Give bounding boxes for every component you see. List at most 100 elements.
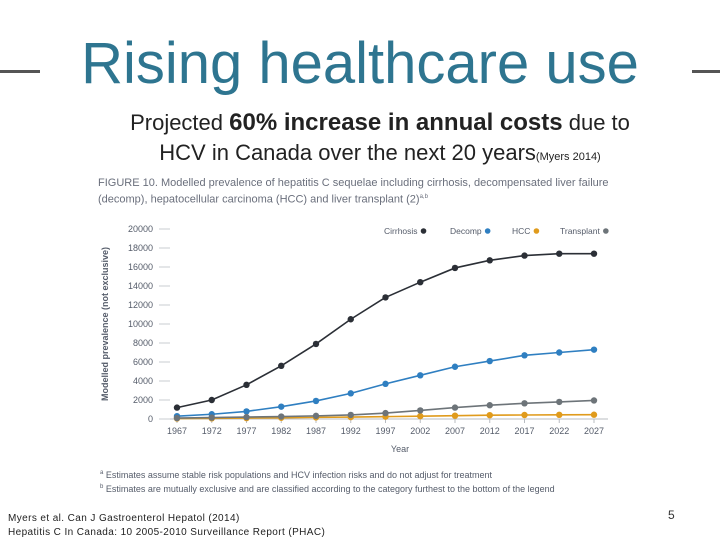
data-point-cirrhosis xyxy=(347,316,354,323)
subtitle-line2: HCV in Canada over the next 20 years xyxy=(159,140,536,165)
y-tick-label: 6000 xyxy=(133,357,153,367)
x-tick-label: 1987 xyxy=(306,426,326,436)
data-point-decomp xyxy=(556,349,563,356)
data-point-cirrhosis xyxy=(382,294,389,301)
reference-2: Hepatitis C In Canada: 10 2005-2010 Surv… xyxy=(8,527,326,538)
data-point-cirrhosis xyxy=(312,340,320,348)
x-tick-label: 2017 xyxy=(514,426,534,436)
data-point-decomp xyxy=(312,397,320,405)
legend-label-hcc: HCC xyxy=(512,226,530,236)
x-tick-label: 1982 xyxy=(271,426,291,436)
data-point-decomp xyxy=(347,390,354,397)
data-point-transplant xyxy=(278,413,285,420)
data-point-transplant xyxy=(243,413,250,421)
y-tick-label: 4000 xyxy=(133,376,153,386)
data-point-cirrhosis xyxy=(278,362,285,369)
data-point-cirrhosis xyxy=(417,279,424,286)
slide-title: Rising healthcare use xyxy=(81,31,639,96)
data-point-decomp xyxy=(278,403,285,410)
y-tick-label: 12000 xyxy=(128,300,153,310)
data-point-decomp xyxy=(382,380,389,388)
data-point-hcc xyxy=(486,412,493,419)
footnote-a-mark: a xyxy=(100,470,104,476)
data-point-cirrhosis xyxy=(521,252,528,259)
title-row: Rising healthcare use xyxy=(0,30,720,100)
footnote-b: b Estimates are mutually exclusive and a… xyxy=(100,484,555,494)
data-point-hcc xyxy=(590,411,598,418)
x-tick-label: 2012 xyxy=(480,426,500,436)
data-point-transplant xyxy=(451,404,459,411)
legend-swatch-hcc xyxy=(533,228,540,234)
data-point-decomp xyxy=(486,357,493,365)
slide-subtitle: Projected 60% increase in annual costs d… xyxy=(60,108,700,168)
data-point-cirrhosis xyxy=(486,257,493,264)
title-rule-right xyxy=(692,70,720,73)
figure-caption-line2: (decomp), hepatocellular carcinoma (HCC)… xyxy=(98,193,420,206)
title-rule-left xyxy=(0,70,40,73)
data-point-cirrhosis xyxy=(243,381,250,388)
footnote-b-mark: b xyxy=(100,484,104,490)
x-tick-label: 2022 xyxy=(549,426,569,436)
data-point-decomp xyxy=(521,352,528,359)
subtitle-emphasis: 60% increase in annual costs xyxy=(229,109,563,136)
data-point-hcc xyxy=(556,411,563,419)
legend-swatch-cirrhosis xyxy=(420,228,427,234)
figure-caption-sup: a,b xyxy=(419,194,428,200)
y-tick-label: 14000 xyxy=(128,281,153,291)
legend-label-transplant: Transplant xyxy=(560,226,600,236)
y-tick-label: 10000 xyxy=(128,319,153,329)
legend-swatch-transplant xyxy=(603,228,609,234)
figure-caption: FIGURE 10. Modelled prevalence of hepati… xyxy=(98,176,638,207)
footnote-a-text: Estimates assume stable risk populations… xyxy=(105,470,493,480)
legend-label-cirrhosis: Cirrhosis xyxy=(384,226,418,236)
data-point-decomp xyxy=(590,346,598,353)
x-tick-label: 1997 xyxy=(375,426,395,436)
footnote-b-text: Estimates are mutually exclusive and are… xyxy=(105,484,555,494)
subtitle-post: due to xyxy=(562,110,630,135)
data-point-cirrhosis xyxy=(451,264,459,272)
data-point-transplant xyxy=(173,414,181,422)
y-tick-label: 18000 xyxy=(128,243,153,253)
x-tick-label: 1972 xyxy=(202,426,222,436)
data-point-transplant xyxy=(486,402,493,409)
legend-label-decomp: Decomp xyxy=(450,226,482,236)
x-tick-label: 1967 xyxy=(167,426,187,436)
data-point-hcc xyxy=(521,411,528,419)
y-tick-label: 0 xyxy=(148,414,153,424)
data-point-transplant xyxy=(590,397,598,404)
page-number: 5 xyxy=(668,508,675,522)
y-tick-label: 8000 xyxy=(133,338,153,348)
data-point-decomp xyxy=(243,408,250,415)
y-axis-label: Modelled prevalence (not exclusive) xyxy=(100,247,110,401)
subtitle-pre: Projected xyxy=(130,110,230,135)
y-tick-label: 20000 xyxy=(128,224,153,234)
data-point-decomp xyxy=(451,363,459,370)
data-point-transplant xyxy=(521,400,528,407)
chart-series xyxy=(173,250,598,422)
footnote-a: a Estimates assume stable risk populatio… xyxy=(100,470,492,480)
y-tick-label: 2000 xyxy=(133,395,153,405)
data-point-transplant xyxy=(382,409,389,417)
data-point-transplant xyxy=(347,411,354,419)
data-point-cirrhosis xyxy=(556,250,563,257)
subtitle-citation: (Myers 2014) xyxy=(535,151,601,163)
data-point-transplant xyxy=(556,398,563,406)
x-tick-label: 2002 xyxy=(410,426,430,436)
data-point-decomp xyxy=(417,372,424,379)
figure-caption-line2-wrap: (decomp), hepatocellular carcinoma (HCC)… xyxy=(98,190,638,207)
data-point-hcc xyxy=(451,412,459,419)
chart-ticks: 0 2000 4000 6000 8000 10000 12000 14000 16000 180… xyxy=(128,224,604,436)
data-point-cirrhosis xyxy=(590,250,598,257)
chart-legend: Cirrhosis Decomp HCC Transplant xyxy=(384,226,609,236)
y-tick-label: 16000 xyxy=(128,262,153,272)
data-point-cirrhosis xyxy=(173,404,181,411)
x-tick-label: 1992 xyxy=(341,426,361,436)
x-tick-label: 2007 xyxy=(445,426,465,436)
data-point-hcc xyxy=(417,412,424,420)
data-point-transplant xyxy=(208,414,215,421)
data-point-cirrhosis xyxy=(208,396,215,404)
x-axis-label: Year xyxy=(391,444,409,454)
figure-caption-line1: FIGURE 10. Modelled prevalence of hepati… xyxy=(98,177,609,189)
x-tick-label: 1977 xyxy=(236,426,256,436)
